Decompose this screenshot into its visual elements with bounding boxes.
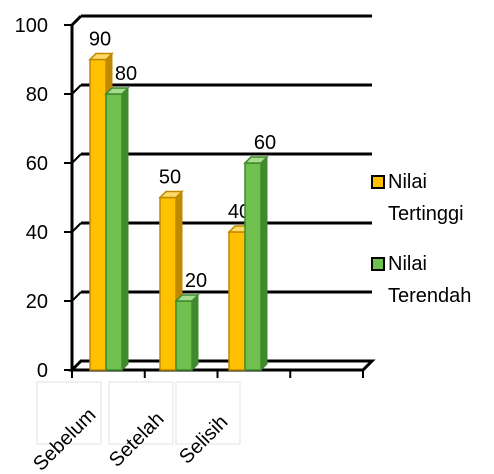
gridline-wall-edge — [71, 15, 82, 26]
legend-swatch-terendah — [371, 257, 385, 271]
data-label: 50 — [159, 167, 181, 189]
gridline-wall-edge — [71, 84, 82, 95]
data-label: 20 — [185, 270, 207, 292]
chart-floor — [68, 359, 376, 372]
gridline-wall-edge — [71, 153, 82, 164]
y-tick-label: 40 — [26, 222, 48, 244]
bar-side-face — [191, 293, 199, 372]
y-tick-label: 20 — [26, 291, 48, 313]
data-label: 90 — [89, 29, 111, 51]
bar-sebelum-terendah — [105, 93, 123, 371]
gridline-wall-edge — [71, 222, 82, 233]
category-label-box — [108, 381, 174, 445]
legend-label-line1: Nilai — [388, 171, 427, 193]
bar-setelah-terendah — [175, 300, 193, 371]
y-tick-label: 80 — [26, 84, 48, 106]
bar-side-face — [121, 86, 129, 372]
legend-label-line2: Terendah — [388, 285, 471, 307]
legend-label-line1: Nilai — [388, 253, 427, 275]
gridline-wall-edge — [71, 291, 82, 302]
legend-label-line2: Tertinggi — [388, 203, 464, 225]
bar-setelah-tertinggi — [159, 196, 177, 371]
legend-swatch-tertinggi — [371, 175, 385, 189]
y-tick-label: 100 — [15, 15, 48, 37]
data-label: 80 — [115, 63, 137, 85]
category-label-box — [175, 381, 241, 445]
y-tick-label: 0 — [37, 360, 48, 382]
bar-sebelum-tertinggi — [89, 58, 107, 371]
bar-selisih-terendah — [244, 162, 262, 371]
bar-selisih-tertinggi — [228, 231, 246, 371]
category-label-box — [36, 381, 102, 445]
y-tick-label: 60 — [26, 153, 48, 175]
data-label: 60 — [254, 132, 276, 154]
bar-side-face — [260, 155, 268, 372]
